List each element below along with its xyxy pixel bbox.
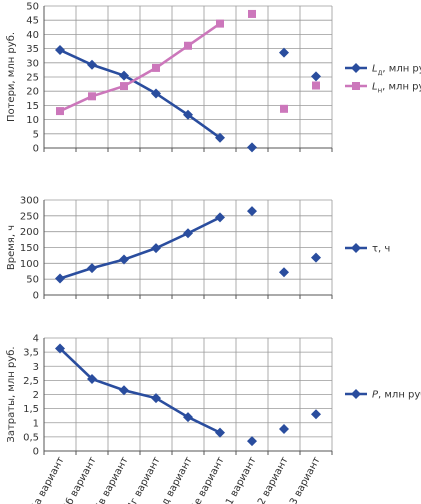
y-tick-label: 25: [26, 73, 39, 84]
y-tick-label: 150: [20, 243, 39, 254]
x-category-label: 4д вариант: [157, 455, 195, 504]
series-line: [59, 347, 221, 434]
y-tick-label: 35: [26, 44, 39, 55]
data-point: [119, 385, 129, 396]
y-tick-label: 10: [26, 115, 39, 126]
y-tick-label: 1,5: [23, 404, 39, 415]
data-point: [183, 412, 193, 423]
y-tick-label: 300: [20, 196, 39, 207]
data-point: [119, 254, 129, 265]
series-2: [56, 9, 320, 116]
y-axis-title: Время, ч: [6, 225, 17, 270]
data-point: [151, 88, 161, 99]
y-tick-label: 5: [33, 129, 39, 140]
data-point: [55, 343, 65, 354]
y-tick-label: 0,5: [23, 432, 39, 443]
y-tick-label: 200: [20, 227, 39, 238]
y-axis-title: Потери, млн руб.: [6, 32, 17, 122]
y-tick-label: 100: [20, 259, 39, 270]
series-1: [55, 343, 321, 447]
data-point: [216, 19, 224, 28]
data-point: [279, 47, 289, 58]
y-tick-label: 40: [26, 30, 39, 41]
y-axis-title: Затраты, млн руб.: [6, 346, 17, 442]
data-point: [248, 9, 256, 18]
data-point: [55, 45, 65, 56]
data-point: [183, 109, 193, 120]
legend-label: Lд, млн руб.: [372, 64, 421, 77]
y-tick-label: 30: [26, 58, 39, 69]
data-point: [87, 59, 97, 70]
y-tick-label: 1: [33, 418, 39, 429]
y-tick-label: 0: [33, 447, 39, 458]
data-point: [88, 92, 96, 101]
x-category-label: 4б вариант: [61, 455, 99, 504]
chart-1: 0 5 10 15 20 25 30 35 40 45 50 Потери, млн руб. Lд, …: [6, 2, 421, 155]
y-tick-label: 45: [26, 16, 39, 27]
x-category-label: 4е вариант: [189, 455, 227, 504]
data-point: [152, 63, 160, 72]
data-point: [151, 393, 161, 404]
legend-label: τ, ч: [372, 244, 390, 255]
y-tick-label: 4: [33, 334, 39, 345]
data-point: [247, 436, 257, 447]
data-point: [119, 70, 129, 81]
legend-marker: [351, 243, 361, 253]
data-point: [215, 132, 225, 143]
data-point: [87, 373, 97, 384]
data-point: [311, 409, 321, 420]
data-point: [183, 228, 193, 239]
x-category-label: 4в вариант: [93, 455, 130, 504]
legend-marker: [352, 82, 360, 90]
chart-2: 0 50 100 150 200 250 300 Время, ч τ, ч: [6, 196, 390, 302]
data-point: [55, 273, 65, 284]
y-tick-label: 2: [33, 390, 39, 401]
x-category-label: 1 вариант: [224, 455, 259, 504]
y-tick-label: 3,5: [23, 348, 39, 359]
data-point: [151, 243, 161, 254]
data-point: [279, 267, 289, 278]
data-point: [184, 41, 192, 50]
legend-label: Lн, млн руб.: [372, 82, 421, 95]
series-1: [55, 45, 321, 153]
y-tick-label: 2,5: [23, 376, 39, 387]
data-point: [247, 142, 257, 153]
data-point: [87, 263, 97, 274]
legend-marker: [351, 63, 361, 73]
x-category-label: 4г вариант: [126, 455, 163, 504]
data-point: [215, 427, 225, 438]
data-point: [279, 423, 289, 434]
y-tick-label: 250: [20, 211, 39, 222]
y-tick-label: 15: [26, 101, 39, 112]
data-point: [120, 82, 128, 91]
data-point: [247, 206, 257, 217]
legend-label: P, млн руб.: [372, 390, 421, 401]
data-point: [311, 252, 321, 263]
data-point: [312, 81, 320, 90]
data-point: [311, 71, 321, 82]
legend-entry: Lд, млн руб.: [345, 63, 421, 77]
y-tick-label: 50: [26, 2, 39, 13]
series-line: [59, 48, 221, 139]
x-category-label: 3 вариант: [288, 455, 323, 504]
data-point: [280, 104, 288, 113]
y-tick-label: 50: [26, 275, 39, 286]
y-tick-label: 20: [26, 87, 39, 98]
x-category-label: 2 вариант: [256, 455, 291, 504]
legend-marker: [351, 389, 361, 399]
legend-entry: τ, ч: [345, 243, 390, 255]
legend-entry: Lн, млн руб.: [345, 82, 421, 95]
data-point: [56, 107, 64, 116]
data-point: [215, 212, 225, 223]
series-1: [55, 206, 321, 284]
y-tick-label: 0: [33, 291, 39, 302]
series-line: [59, 22, 221, 113]
chart-3: 0 0,5 1 1,5 2 2,5 3 3,5 4 Затраты, млн руб. P, млн…: [6, 334, 421, 458]
y-tick-label: 0: [33, 144, 39, 155]
y-tick-label: 3: [33, 362, 39, 373]
legend-entry: P, млн руб.: [345, 389, 421, 401]
series-line: [59, 216, 221, 280]
x-category-label: 4а вариант: [29, 455, 67, 504]
